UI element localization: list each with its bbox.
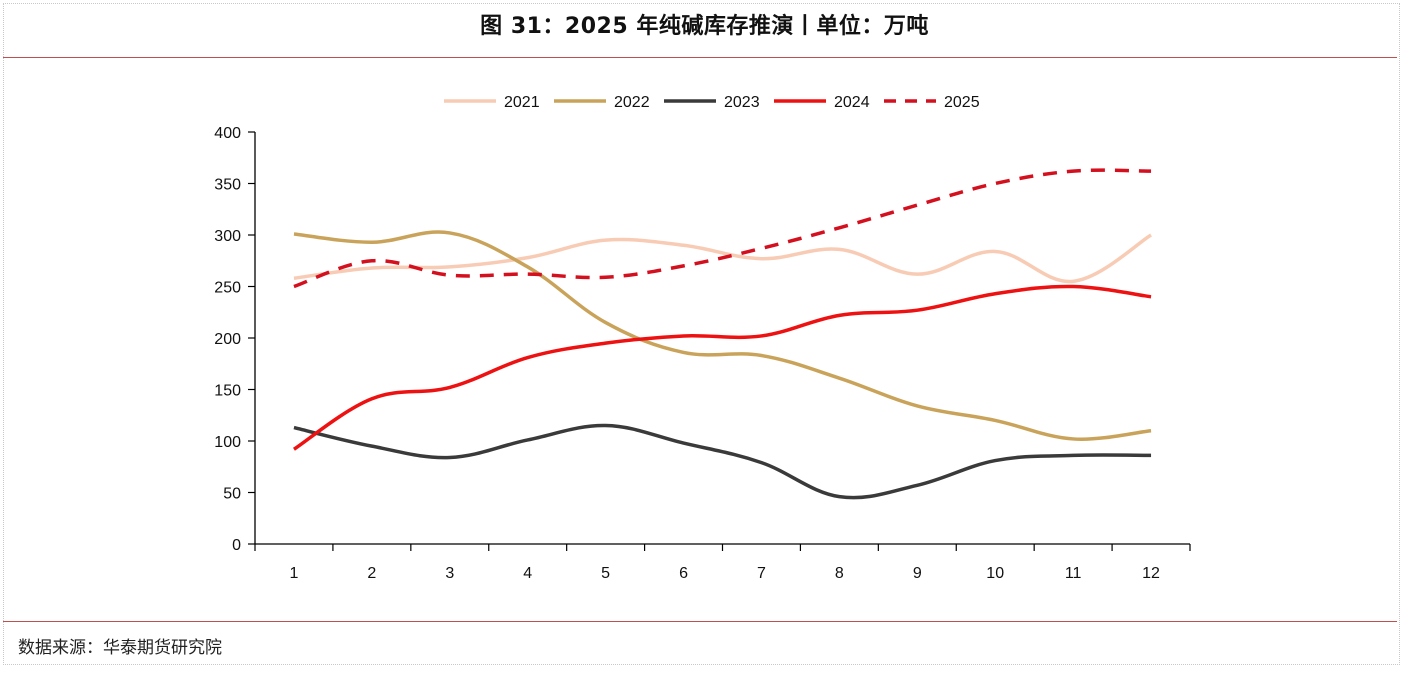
legend-label-2023: 2023 <box>724 94 760 111</box>
legend-label-2024: 2024 <box>834 94 870 111</box>
x-tick-label: 1 <box>290 565 299 582</box>
x-tick-label: 2 <box>367 565 376 582</box>
legend: 2021 2022 2023 2024 2025 <box>444 94 980 111</box>
series-line-2021 <box>293 233 1152 284</box>
legend-label-2021: 2021 <box>504 94 540 111</box>
y-tick-label: 0 <box>232 537 241 554</box>
y-tick-label: 300 <box>214 228 241 245</box>
y-tick-label: 50 <box>223 486 241 503</box>
x-tick-label: 12 <box>1142 565 1160 582</box>
source-note: 数据来源：华泰期货研究院 <box>18 638 222 658</box>
x-tick-label: 9 <box>913 565 922 582</box>
x-tick-label: 3 <box>445 565 454 582</box>
legend-label-2022: 2022 <box>614 94 650 111</box>
series-line-2023 <box>293 423 1152 500</box>
line-chart: 2021 2022 2023 2024 2025 0 50 100 150 200 250 300 3… <box>214 94 1191 582</box>
series-line-2025 <box>293 168 1152 289</box>
x-tick-label: 5 <box>601 565 610 582</box>
legend-label-2025: 2025 <box>944 94 980 111</box>
y-tick-label: 200 <box>214 331 241 348</box>
chart-frame <box>3 3 1400 665</box>
y-tick-label: 350 <box>214 177 241 194</box>
x-tick-label: 7 <box>757 565 766 582</box>
y-tick-label: 100 <box>214 434 241 451</box>
y-tick-label: 150 <box>214 383 241 400</box>
x-tick-label: 4 <box>523 565 532 582</box>
series-line-2022 <box>293 230 1152 441</box>
y-tick-label: 400 <box>214 125 241 142</box>
x-tick-label: 8 <box>835 565 844 582</box>
series-line-2024 <box>293 284 1152 451</box>
source-divider <box>3 621 1397 622</box>
y-tick-label: 250 <box>214 280 241 297</box>
x-tick-label: 6 <box>679 565 688 582</box>
chart-title: 图 31：2025 年纯碱库存推演丨单位：万吨 <box>480 14 929 39</box>
x-tick-label: 10 <box>986 565 1004 582</box>
series-layer <box>293 168 1152 500</box>
title-divider <box>3 57 1397 58</box>
x-tick-label: 11 <box>1065 565 1082 582</box>
